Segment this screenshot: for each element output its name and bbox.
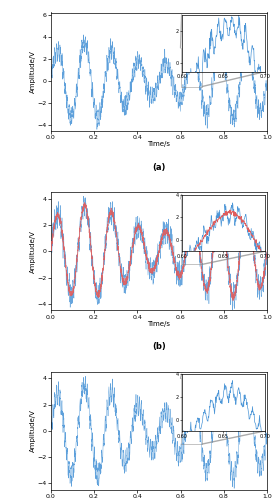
X-axis label: Time/s: Time/s — [147, 141, 170, 147]
Text: (a): (a) — [152, 162, 165, 172]
Bar — [181, 48, 202, 86]
X-axis label: Time/s: Time/s — [147, 321, 170, 327]
Y-axis label: Amplitude/V: Amplitude/V — [30, 230, 36, 272]
Bar — [181, 378, 202, 444]
Y-axis label: Amplitude/V: Amplitude/V — [30, 50, 36, 93]
Text: (b): (b) — [152, 342, 166, 351]
Y-axis label: Amplitude/V: Amplitude/V — [30, 410, 36, 453]
Bar — [181, 198, 202, 264]
